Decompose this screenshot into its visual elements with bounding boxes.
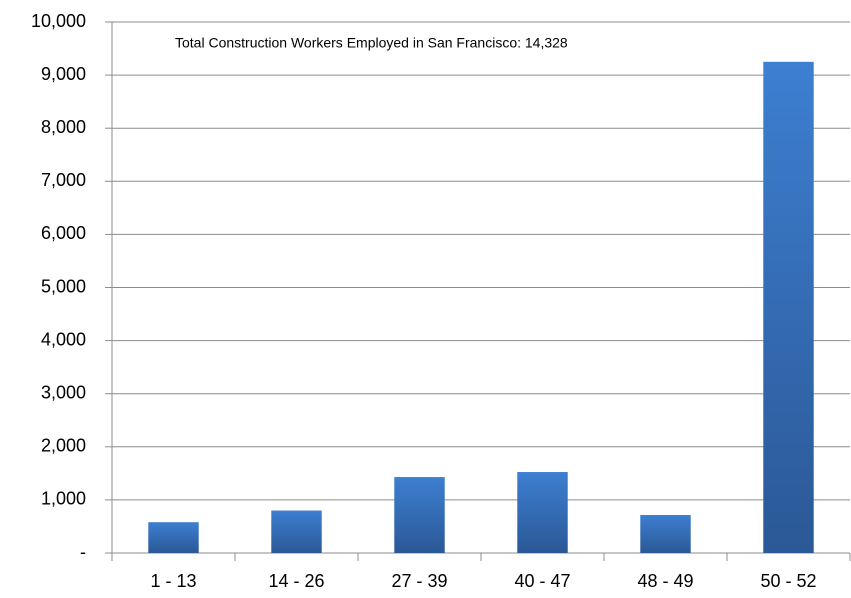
y-tick-label: 2,000: [41, 436, 86, 456]
y-tick-label: 4,000: [41, 329, 86, 349]
x-tick-label: 1 - 13: [150, 571, 196, 591]
y-tick-label: 1,000: [41, 489, 86, 509]
bars: 1 - 13 14 - 26 27 - 39 40 - 47 48 - 49 50 - 5…: [148, 61, 817, 591]
x-tick-label: 14 - 26: [268, 571, 324, 591]
annotation: Total Construction Workers Employed in S…: [175, 35, 568, 51]
y-tick-label: 8,000: [41, 117, 86, 137]
grid: - 1,000 2,000 3,000 4,000 5,000 6,000 7,000 8,00…: [31, 11, 851, 562]
bar: [640, 515, 691, 553]
y-tick-label: 5,000: [41, 276, 86, 296]
x-tick-label: 50 - 52: [760, 571, 816, 591]
x-tick-label: 27 - 39: [391, 571, 447, 591]
y-tick-label: -: [80, 542, 86, 562]
y-tick-label: 3,000: [41, 382, 86, 402]
bar: [517, 472, 568, 553]
y-tick-label: 7,000: [41, 170, 86, 190]
x-tick-label: 40 - 47: [514, 571, 570, 591]
y-tick-label: 9,000: [41, 64, 86, 84]
bar: [763, 61, 814, 553]
annotation-box: [150, 26, 772, 62]
y-tick-label: 10,000: [31, 11, 86, 31]
x-tick-label: 48 - 49: [637, 571, 693, 591]
y-tick-label: 6,000: [41, 223, 86, 243]
bar: [394, 477, 445, 553]
bar: [271, 510, 322, 553]
bar: [148, 522, 199, 553]
